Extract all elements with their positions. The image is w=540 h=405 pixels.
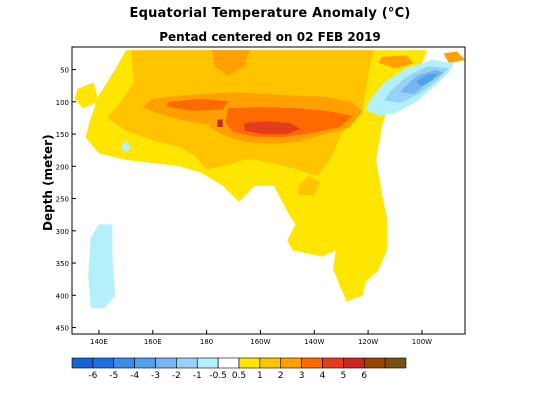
colorbar-swatch (155, 357, 177, 369)
x-tick-label: 100W (412, 338, 432, 346)
colorbar-label: -2 (172, 371, 181, 381)
x-axis-ticks: 140E 160E 180 160W 140W 120W 100W (90, 330, 432, 346)
y-tick-label: 450 (56, 325, 69, 333)
y-tick-label: 50 (60, 67, 69, 75)
colorbar-label: -3 (151, 371, 160, 381)
anomaly-contours (74, 50, 465, 309)
colorbar-label: 6 (361, 371, 367, 381)
colorbar-label: -5 (109, 371, 118, 381)
x-tick-label: 140W (304, 338, 324, 346)
anomaly-region-15 (120, 140, 132, 153)
anomaly-region-10 (166, 98, 229, 111)
colorbar-swatch (196, 357, 219, 369)
plot-frame (71, 46, 466, 335)
colorbar-swatch (280, 357, 302, 369)
anomaly-region-7 (378, 55, 414, 69)
colorbar-swatch (259, 357, 282, 369)
x-tick-label: 180 (200, 338, 213, 346)
colorbar-label: -4 (130, 371, 139, 381)
x-tick-label: 140E (90, 338, 108, 346)
colorbar-swatch (322, 357, 344, 369)
colorbar-swatch (384, 357, 407, 369)
anomaly-region-18 (416, 73, 439, 87)
anomaly-region-14 (88, 224, 116, 309)
colorbar: -6 -5 -4 -3 -2 -1 -0.5 0.5 1 2 3 4 5 6 (71, 357, 407, 381)
colorbar-swatch (217, 357, 240, 369)
colorbar-label: -6 (88, 371, 97, 381)
colorbar-label: -1 (193, 371, 202, 381)
y-tick-label: 150 (56, 131, 69, 139)
x-tick-label: 160W (250, 338, 270, 346)
x-tick-label: 160E (144, 338, 162, 346)
anomaly-region-4 (298, 176, 320, 196)
x-tick-label: 120W (358, 338, 378, 346)
anomaly-region-8 (443, 51, 465, 64)
colorbar-swatch (113, 357, 135, 369)
colorbar-swatch (238, 357, 261, 369)
anomaly-region-12 (217, 119, 223, 127)
anomaly-region-2 (74, 82, 99, 109)
chart-subtitle: Pentad centered on 02 FEB 2019 (159, 30, 381, 44)
y-tick-label: 300 (56, 228, 69, 236)
colorbar-swatch (71, 357, 94, 369)
colorbar-label: 4 (320, 371, 326, 381)
colorbar-swatch (301, 357, 323, 369)
y-axis-ticks: 50 100 150 200 250 300 350 400 450 (56, 67, 76, 333)
y-tick-label: 200 (56, 163, 69, 171)
colorbar-label: 3 (299, 371, 305, 381)
colorbar-label: 1 (257, 371, 263, 381)
chart-title: Equatorial Temperature Anomaly (°C) (129, 6, 411, 21)
colorbar-swatch (92, 357, 115, 369)
y-tick-label: 250 (56, 196, 69, 204)
anomaly-region-1 (101, 134, 126, 157)
colorbar-label: 2 (278, 371, 284, 381)
y-tick-label: 100 (56, 99, 69, 107)
y-tick-label: 400 (56, 292, 69, 300)
colorbar-label: 0.5 (232, 371, 246, 381)
anomaly-region-6 (212, 50, 250, 76)
colorbar-swatch (343, 357, 365, 369)
colorbar-swatch (363, 357, 386, 369)
colorbar-label: 5 (341, 371, 347, 381)
colorbar-swatch (176, 357, 198, 369)
y-tick-label: 350 (56, 260, 69, 268)
anomaly-region-11 (244, 121, 301, 135)
colorbar-swatch (134, 357, 156, 369)
colorbar-label: -0.5 (209, 371, 227, 381)
